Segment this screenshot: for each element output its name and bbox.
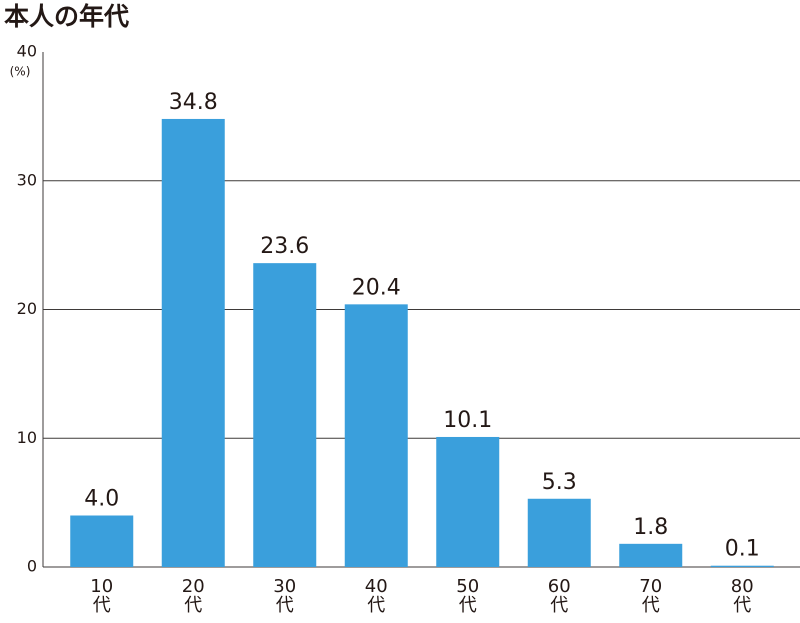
chart-title: 本人の年代: [4, 2, 129, 31]
x-tick-label: 40代: [364, 576, 388, 616]
value-label: 5.3: [542, 470, 577, 495]
bar: [161, 118, 225, 567]
y-unit: (%): [10, 65, 31, 79]
value-label: 34.8: [169, 90, 218, 115]
value-label: 20.4: [352, 275, 401, 300]
value-label: 0.1: [725, 537, 760, 562]
y-tick-label: 0: [27, 557, 37, 576]
x-tick-label: 20代: [181, 576, 205, 616]
x-tick-label: 70代: [639, 576, 663, 616]
x-tick-label: 30代: [273, 576, 297, 616]
bar: [253, 263, 317, 567]
value-label: 10.1: [443, 408, 492, 433]
x-tick-label: 50代: [456, 576, 480, 616]
x-tick-label: 60代: [547, 576, 571, 616]
x-tick-label: 10代: [90, 576, 114, 616]
bar: [710, 565, 774, 567]
bar: [70, 515, 134, 567]
y-tick-label: 30: [17, 170, 37, 189]
x-tick-label: 80代: [730, 576, 754, 616]
value-label: 4.0: [84, 487, 119, 512]
bar: [527, 498, 591, 567]
bar: [619, 543, 683, 567]
y-tick-label: 10: [17, 428, 37, 447]
y-tick-label: 40: [17, 42, 37, 61]
value-label: 1.8: [633, 515, 668, 540]
bar: [436, 436, 500, 567]
value-label: 23.6: [260, 234, 309, 259]
bar: [344, 304, 408, 567]
y-tick-label: 20: [17, 299, 37, 318]
